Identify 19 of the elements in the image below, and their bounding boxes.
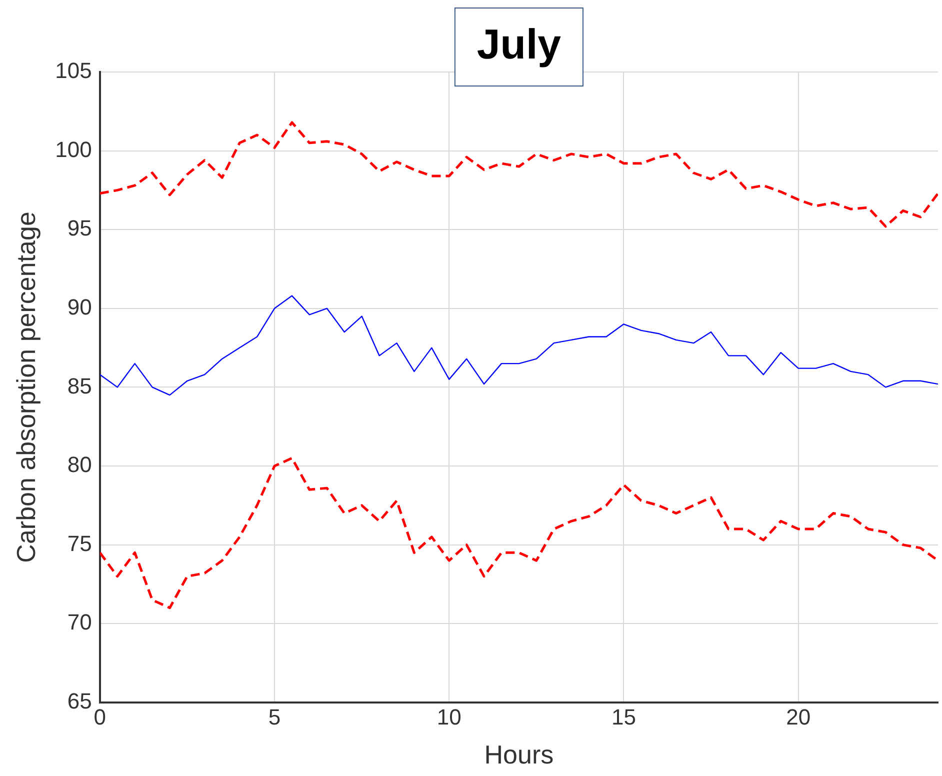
x-tick-label: 5 — [268, 704, 281, 730]
x-tick-label: 15 — [611, 704, 636, 730]
y-tick-label: 65 — [67, 688, 92, 714]
chart-title: July — [476, 20, 562, 68]
x-tick-label: 20 — [786, 704, 811, 730]
x-tick-label: 10 — [436, 704, 462, 730]
line-series — [100, 121, 938, 228]
y-tick-label: 100 — [55, 136, 92, 162]
y-tick-label: 95 — [67, 216, 92, 241]
y-axis-title: Carbon absorption percentage — [10, 212, 41, 563]
line-series — [100, 456, 938, 610]
x-axis-title: Hours — [484, 740, 554, 770]
y-tick-label: 90 — [67, 294, 92, 320]
y-tick-label: 80 — [67, 452, 92, 478]
y-tick-label: 75 — [67, 530, 92, 556]
y-tick-label: 70 — [67, 610, 92, 635]
x-tick-label: 0 — [94, 704, 106, 730]
y-tick-label: 105 — [55, 58, 92, 84]
y-tick-label: 85 — [67, 373, 92, 398]
